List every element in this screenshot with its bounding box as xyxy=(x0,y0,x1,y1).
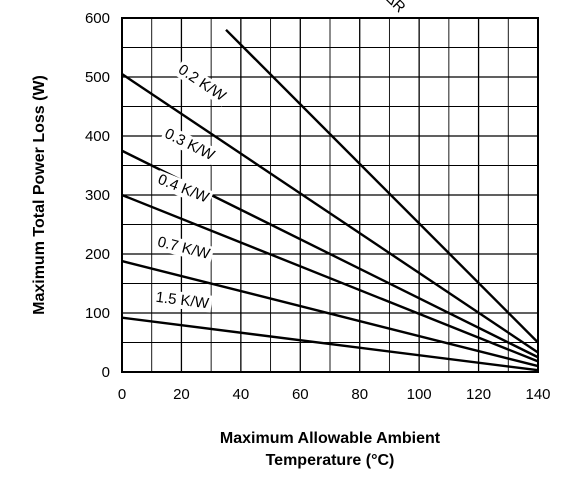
series-line-r15 xyxy=(121,316,539,372)
series-lines xyxy=(121,28,539,372)
series-label-group-r04: 0.4 K/W xyxy=(153,170,214,208)
y-tick-label: 500 xyxy=(85,69,110,86)
x-tick-label: 120 xyxy=(466,386,491,403)
series-label-r07: 0.7 K/W xyxy=(156,233,213,263)
series-label-r03: 0.3 K/W xyxy=(162,125,218,164)
series-line-r04 xyxy=(121,193,539,363)
series-label-bg xyxy=(160,124,220,166)
x-tick-label: 60 xyxy=(292,386,309,403)
series-label-r04: 0.4 K/W xyxy=(155,171,212,207)
series-label-bg xyxy=(173,59,232,107)
x-axis-label-line2: Temperature (°C) xyxy=(266,452,395,469)
series-label-bg xyxy=(153,170,214,208)
series-label-bg xyxy=(152,288,213,313)
x-tick-label: 20 xyxy=(173,386,190,403)
plot-frame xyxy=(121,17,539,373)
x-tick-label: 80 xyxy=(351,386,368,403)
series-label-group-r07: 0.7 K/W xyxy=(153,232,215,264)
y-tick-label: 100 xyxy=(85,305,110,322)
series-label-r02: 0.2 K/W xyxy=(175,61,229,105)
y-tick-label: 400 xyxy=(85,128,110,145)
grid xyxy=(122,18,538,372)
tick-labels: 0 20 40 60 80 100 120 140 0 100 200 300 400 500 600 xyxy=(85,10,551,403)
series-label-bg xyxy=(153,232,215,264)
series-label-group-r15: 1.5 K/W xyxy=(152,288,213,313)
y-tick-label: 600 xyxy=(85,10,110,27)
x-tick-label: 0 xyxy=(118,386,126,403)
series-line-r01 xyxy=(225,28,539,344)
x-tick-label: 40 xyxy=(233,386,250,403)
y-tick-label: 200 xyxy=(85,246,110,263)
series-line-r07 xyxy=(121,259,539,368)
series-labels: RthSA = 0.1 K/W - ΔR0.2 K/W0.3 K/W0.4 K/… xyxy=(152,0,411,313)
y-axis-label: Maximum Total Power Loss (W) xyxy=(31,75,48,315)
x-tick-label: 140 xyxy=(525,386,550,403)
y-tick-label: 300 xyxy=(85,187,110,204)
series-label-r15: 1.5 K/W xyxy=(155,289,211,313)
series-line-r02 xyxy=(121,73,539,354)
x-axis-label-line1: Maximum Allowable Ambient xyxy=(220,430,441,447)
x-tick-label: 100 xyxy=(407,386,432,403)
y-tick-label: 0 xyxy=(102,364,110,381)
